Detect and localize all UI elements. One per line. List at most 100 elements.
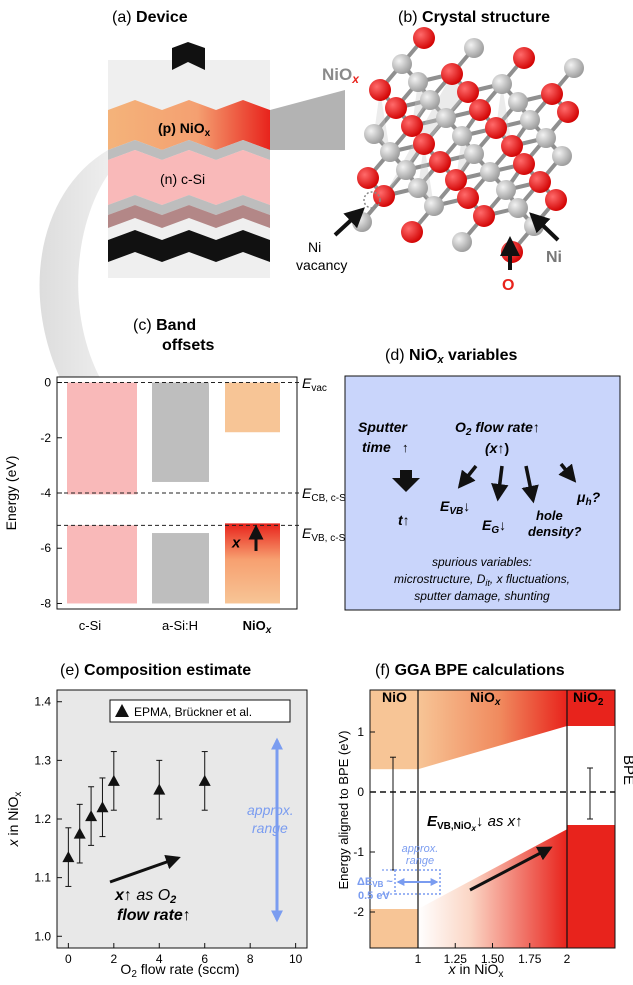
o-atom [457, 81, 479, 103]
sputter-down-arrow [392, 470, 420, 492]
comp-xtick-label: 10 [289, 952, 303, 966]
o-atom [557, 101, 579, 123]
bpe-xlabel: x in NiOx [448, 961, 504, 980]
panel-a-title: (a) Device [112, 9, 188, 26]
region-nio: NiO [382, 689, 407, 705]
ni-atom [564, 58, 584, 78]
panel-a: (a) Device (p) NiOx (n) c-Si [39, 9, 345, 378]
band-ytick-label: -8 [40, 596, 51, 610]
csi-layer [108, 150, 270, 205]
band-ytick-label: 0 [44, 376, 51, 390]
vacancy-label-1: Ni [308, 239, 321, 255]
vacancy-circle [363, 191, 381, 209]
ni-atom [436, 108, 456, 128]
panel-c-title-1: (c) Band [133, 317, 196, 334]
o-atom [457, 187, 479, 209]
vacancy-label-2: vacancy [296, 257, 347, 273]
o-atom [413, 27, 435, 49]
comp-ytick-label: 1.4 [34, 695, 51, 709]
bpe-ytick-label: 0 [357, 785, 364, 799]
approx-range-box [394, 869, 441, 895]
ni-atom [464, 144, 484, 164]
o-atom [445, 169, 467, 191]
ni-label: Ni [546, 249, 562, 266]
delta-label-1: ΔEVB ~ [357, 876, 393, 889]
bpe-range-2: range [406, 855, 434, 867]
comp-ytick-label: 1.0 [34, 929, 51, 943]
comp-data-point [96, 801, 109, 813]
region-niox: NiOx [470, 689, 501, 708]
o-atom [401, 221, 423, 243]
bottom-contact [108, 230, 270, 262]
band-ytick-label: -2 [40, 431, 51, 445]
ni-arrow [529, 212, 560, 242]
ni-atom [408, 72, 428, 92]
spurious-3: sputter damage, shunting [414, 589, 550, 603]
bpe-xtick-label: 1.75 [518, 952, 542, 966]
bpe-ytick-label: 1 [357, 725, 364, 739]
band-ytick-label: -6 [40, 541, 51, 555]
ni-atom [408, 178, 428, 198]
o-atom [529, 171, 551, 193]
sputter-label-1: Sputter [358, 419, 409, 435]
o-atom [545, 189, 567, 211]
legend-marker [115, 704, 129, 717]
o-atom [513, 153, 535, 175]
panel-c-title-2: offsets [162, 337, 215, 354]
approx-range-1: approx. [247, 802, 294, 818]
panel-e-title: (e) Composition estimate [60, 662, 251, 679]
evac-label: Evac [302, 375, 327, 394]
variables-box [344, 375, 621, 611]
bpe-trend-arrow [469, 846, 553, 892]
annot-line2: flow rate↑ [117, 907, 191, 924]
annot-line1: x↑ as O2 [114, 887, 176, 906]
legend-box [109, 699, 291, 723]
comp-xlabel: O2 flow rate (sccm) [120, 961, 239, 980]
o-atom [441, 63, 463, 85]
o-atom [513, 47, 535, 69]
region-nio2: NiO2 [573, 689, 604, 708]
connector-swoosh [39, 150, 120, 378]
ni-atom [520, 110, 540, 130]
comp-data-point [198, 774, 211, 786]
panel-c: (c) Band offsets x Energy (eV) 0 -2 -4 -6 -8… [3, 317, 348, 636]
ni-atom [536, 128, 556, 148]
band-asi-vb [152, 533, 209, 604]
comp-ylabel: x in NiOx [5, 792, 24, 848]
bpe-xtick-label: 1 [415, 952, 422, 966]
o-atom [373, 185, 395, 207]
o-atom [473, 205, 495, 227]
bpe-ylabel: Energy aligned to BPE (eV) [336, 731, 351, 890]
ni-atom [508, 92, 528, 112]
ni-atom [364, 124, 384, 144]
ni-atom [452, 126, 472, 146]
o-atom [485, 117, 507, 139]
comp-ytick-label: 1.2 [34, 812, 51, 826]
ni-atom [396, 160, 416, 180]
bpe-xtick-label: 1.25 [444, 952, 468, 966]
ni-atom [380, 142, 400, 162]
o-atom [369, 79, 391, 101]
legend-label: EPMA, Brückner et al. [134, 705, 252, 719]
nio-vb-region [370, 909, 418, 948]
comp-ytick-label: 1.3 [34, 753, 51, 767]
band-cat-asi: a-Si:H [162, 618, 198, 633]
hole-var-1: hole [536, 508, 563, 523]
comp-ytick-label: 1.1 [34, 871, 51, 885]
niox-cb-region [418, 690, 567, 770]
comp-data-point [62, 851, 75, 863]
comp-xtick-label: 4 [156, 952, 163, 966]
bpe-ytick-label: -1 [353, 845, 364, 859]
nio2-vb-region [567, 825, 615, 948]
comp-xtick-label: 0 [65, 952, 72, 966]
band-asi-cb [152, 382, 209, 482]
o-atom [469, 99, 491, 121]
o-label: O [502, 277, 514, 294]
nio2-cb-region [567, 690, 615, 726]
trend-arrow [109, 854, 181, 884]
band-cat-csi: c-Si [79, 618, 102, 633]
o-atom [501, 135, 523, 157]
evb-var: EVB↓ [440, 498, 470, 517]
band-ylabel: Energy (eV) [3, 456, 19, 531]
